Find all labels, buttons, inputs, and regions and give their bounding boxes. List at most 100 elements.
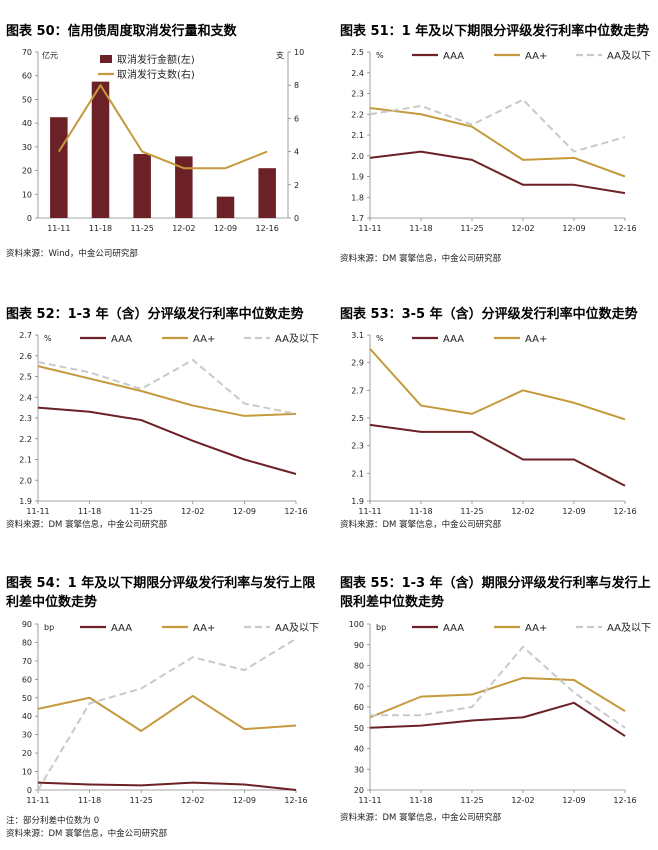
y-tick-label: 10 <box>22 768 32 777</box>
x-tick-label: 12-09 <box>233 796 256 805</box>
chart-title: 图表 53：3-5 年（含）分评级发行利率中位数走势 <box>340 307 638 322</box>
y-tick-label: 1.8 <box>351 193 364 202</box>
chart-panel-50: 图表 50：信用债周度取消发行量和支数 0 10 20 30 40 50 60 70 0 2 4 6 8… <box>6 22 326 262</box>
y-tick-label: 70 <box>22 657 32 666</box>
y-tick-label-right: 10 <box>294 48 304 57</box>
y-tick-label: 2.3 <box>351 90 364 99</box>
bar <box>91 81 110 218</box>
series-line-count <box>57 84 268 170</box>
x-tick-label: 11-11 <box>358 507 381 516</box>
x-tick-label: 12-16 <box>613 796 636 805</box>
x-tick-label: 11-11 <box>26 796 49 805</box>
y-tick-label-left: 10 <box>22 190 32 199</box>
chart-panel-53: 图表 53：3-5 年（含）分评级发行利率中位数走势 1.9 2.1 2.3 2.5 2… <box>340 305 658 535</box>
chart-canvas: 1.9 2.0 2.1 2.2 2.3 2.4 2.5 2.6 2.7 % 11-11 11-18 11… <box>19 331 319 516</box>
series-line-AAplus <box>369 107 626 178</box>
y-tick-label: 80 <box>354 662 364 671</box>
y-tick-label-right: 4 <box>294 148 299 157</box>
y-tick-label: 80 <box>22 638 32 647</box>
legend-label: 取消发行金额(左) <box>117 53 195 66</box>
y-tick-label: 100 <box>349 620 364 629</box>
x-tick-label: 12-16 <box>613 224 636 233</box>
x-tick-label: 11-25 <box>460 507 483 516</box>
x-tick-label: 12-02 <box>511 224 534 233</box>
legend-label: 取消发行支数(右) <box>117 68 195 81</box>
legend-label: AAA <box>111 623 132 634</box>
series-line-AAplus <box>369 348 626 421</box>
x-tick-label: 12-16 <box>284 507 307 516</box>
y-tick-label: 30 <box>22 731 32 740</box>
y-tick-label: 50 <box>354 724 364 733</box>
legend-swatch-bar <box>100 55 112 63</box>
y-tick-label: 40 <box>354 745 364 754</box>
y-tick-label: 2.2 <box>351 110 364 119</box>
series-line-AAA <box>37 781 297 791</box>
x-tick-label: 12-09 <box>233 507 256 516</box>
y-tick-label-left: 70 <box>22 48 32 57</box>
series-line-AAA <box>369 701 626 737</box>
y-tick-label: 20 <box>22 749 32 758</box>
bar <box>50 117 68 218</box>
y-tick-label: 70 <box>354 682 364 691</box>
y-tick-label-left: 50 <box>22 95 32 104</box>
y-tick-label: 0 <box>27 786 32 795</box>
x-tick-label: 11-25 <box>130 507 153 516</box>
x-tick-label: 12-02 <box>181 796 204 805</box>
y-tick-label-right: 8 <box>294 81 299 90</box>
legend-label: AA+ <box>193 623 215 634</box>
y-tick-label: 2.1 <box>351 469 364 478</box>
y-tick-label: 30 <box>354 765 364 774</box>
x-tick-label: 12-16 <box>613 507 636 516</box>
x-tick-label: 11-18 <box>78 507 101 516</box>
legend-label: AA及以下 <box>275 333 319 345</box>
chart-canvas: 1.7 1.8 1.9 2.0 2.1 2.2 2.3 2.4 2.5 % 11-11 11-18 11… <box>351 48 651 233</box>
y-tick-label: 2.0 <box>19 476 32 485</box>
chart-canvas: 0 10 20 30 40 50 60 70 80 90 bp 11-11 11-18 11-25 12-0… <box>22 620 319 805</box>
y-tick-label: 3.1 <box>351 331 364 340</box>
y-tick-label: 2.7 <box>19 331 32 340</box>
series-line-AA及以下 <box>369 98 626 153</box>
y-tick-label: 2.5 <box>351 414 364 423</box>
y-tick-label: 60 <box>22 675 32 684</box>
y-tick-label: 2.4 <box>351 69 364 78</box>
y-tick-label: 1.9 <box>351 497 364 506</box>
y-tick-label: 2.3 <box>19 414 32 423</box>
chart-panel-54: 图表 54：1 年及以下期限分评级发行利率与发行上限利差中位数走势 0 10 20 3… <box>6 574 326 844</box>
source-note: 资料来源：DM 寰擎信息，中金公司研究部 <box>340 520 502 530</box>
y-unit-label: % <box>376 51 384 60</box>
x-tick-label: 11-18 <box>409 224 432 233</box>
legend-label: AA+ <box>193 334 215 345</box>
y-unit-label: bp <box>376 623 386 632</box>
y-tick-label: 2.6 <box>19 352 32 361</box>
x-tick-label: 12-02 <box>172 224 195 233</box>
series-line-AAA <box>37 406 297 475</box>
chart-panel-55: 图表 55：1-3 年（含）期限分评级发行利率与发行上限利差中位数走势 20 30… <box>340 574 658 844</box>
x-tick-label: 11-18 <box>89 224 112 233</box>
legend-label: AA+ <box>525 623 547 634</box>
legend-label: AA+ <box>525 334 547 345</box>
y-tick-label: 2.1 <box>351 131 364 140</box>
y-tick-label: 2.5 <box>19 373 32 382</box>
chart-title: 图表 54：1 年及以下期限分评级发行利率与发行上限利差中位数走势 <box>6 576 316 610</box>
y-unit-label-left: 亿元 <box>42 50 58 60</box>
x-tick-label: 12-02 <box>511 796 534 805</box>
source-note: 资料来源：DM 寰擎信息，中金公司研究部 <box>340 254 502 264</box>
y-tick-label: 2.3 <box>351 442 364 451</box>
y-tick-label: 90 <box>22 620 32 629</box>
x-tick-label: 11-18 <box>78 796 101 805</box>
x-tick-label: 11-25 <box>130 796 153 805</box>
y-tick-label-left: 40 <box>22 119 32 128</box>
y-tick-label: 2.9 <box>351 359 364 368</box>
x-tick-label: 11-25 <box>131 224 154 233</box>
x-tick-label: 12-09 <box>562 507 585 516</box>
chart-title: 图表 52：1-3 年（含）分评级发行利率中位数走势 <box>6 307 304 322</box>
series-line-AAplus <box>369 676 626 719</box>
x-tick-label: 11-11 <box>358 224 381 233</box>
chart-panel-52: 图表 52：1-3 年（含）分评级发行利率中位数走势 1.9 2.0 2.1 2.2 2… <box>6 305 326 535</box>
y-tick-label: 90 <box>354 641 364 650</box>
y-tick-label: 2.5 <box>351 48 364 57</box>
chart-canvas: 20 30 40 50 60 70 80 90 100 bp 11-11 11-18 11-25 12-0… <box>349 620 651 805</box>
source-note: 资料来源：Wind，中金公司研究部 <box>6 249 138 259</box>
y-tick-label-left: 60 <box>22 72 32 81</box>
y-tick-label: 1.9 <box>351 173 364 182</box>
